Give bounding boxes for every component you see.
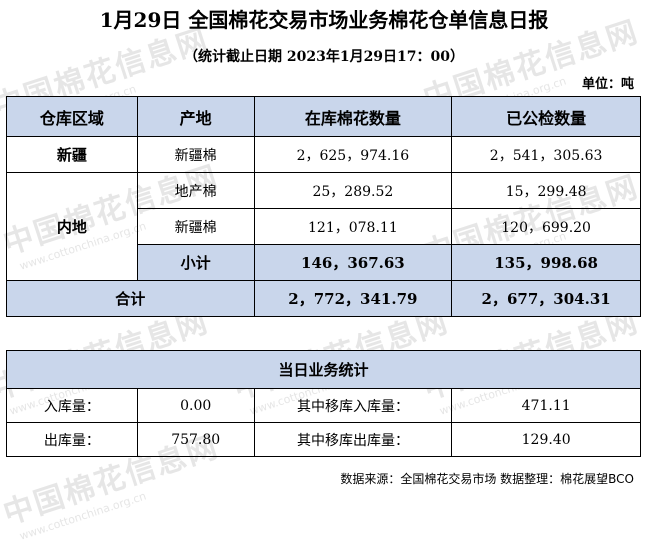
total-stock: 2，772，341.79 bbox=[253, 280, 453, 317]
unit-label: 单位：吨 bbox=[581, 77, 634, 92]
daily-stats-header: 当日业务统计 bbox=[6, 350, 641, 389]
table-row: 出库量： 757.80 其中移库出库量： 129.40 bbox=[6, 422, 641, 457]
transfer-out-value: 129.40 bbox=[451, 422, 641, 457]
total-inspected: 2，677，304.31 bbox=[451, 280, 641, 317]
stock-cell: 25，289.52 bbox=[253, 172, 453, 209]
header-region: 仓库区域 bbox=[6, 96, 138, 137]
table-row: 入库量： 0.00 其中移库入库量： 471.11 bbox=[6, 388, 641, 423]
inbound-label: 入库量： bbox=[6, 388, 138, 423]
stock-cell: 121，078.11 bbox=[253, 208, 453, 245]
outbound-label: 出库量： bbox=[6, 422, 138, 457]
outbound-value: 757.80 bbox=[136, 422, 255, 457]
warehouse-table: 仓库区域 产地 在库棉花数量 已公检数量 新疆 新疆棉 2，625，974.16… bbox=[6, 96, 641, 317]
table-row: 新疆棉 121，078.11 120，699.20 bbox=[7, 208, 641, 245]
total-label: 合计 bbox=[6, 280, 255, 317]
region-inland: 内地 bbox=[6, 172, 138, 281]
subtotal-stock: 146，367.63 bbox=[253, 244, 453, 281]
header-inspected: 已公检数量 bbox=[451, 96, 641, 137]
table-row: 内地 地产棉 25，289.52 15，299.48 bbox=[6, 172, 641, 281]
total-row: 合计 2，772，341.79 2，677，304.31 bbox=[6, 280, 641, 317]
subtotal-row: 小计 146，367.63 135，998.68 bbox=[7, 244, 641, 281]
transfer-out-label: 其中移库出库量： bbox=[253, 422, 453, 457]
data-source-footer: 数据来源：全国棉花交易市场 数据整理：棉花展望BCO bbox=[340, 472, 634, 486]
origin-cell: 新疆棉 bbox=[136, 208, 255, 245]
report-title: 1月29日 全国棉花交易市场业务棉花仓单信息日报 bbox=[99, 8, 549, 32]
inspected-cell: 15，299.48 bbox=[451, 172, 641, 209]
inbound-value: 0.00 bbox=[136, 388, 255, 423]
inspected-cell: 120，699.20 bbox=[451, 208, 641, 245]
inspected-cell: 2，541，305.63 bbox=[451, 136, 641, 173]
transfer-in-value: 471.11 bbox=[451, 388, 641, 423]
transfer-in-label: 其中移库入库量： bbox=[253, 388, 453, 423]
daily-header-row: 当日业务统计 bbox=[6, 350, 641, 389]
subtotal-label: 小计 bbox=[136, 244, 255, 281]
origin-cell: 新疆棉 bbox=[136, 136, 255, 173]
table-row: 新疆 新疆棉 2，625，974.16 2，541，305.63 bbox=[6, 136, 641, 173]
header-origin: 产地 bbox=[136, 96, 255, 137]
origin-cell: 地产棉 bbox=[136, 172, 255, 209]
header-stock: 在库棉花数量 bbox=[253, 96, 453, 137]
daily-stats-table: 当日业务统计 入库量： 0.00 其中移库入库量： 471.11 出库量： 75… bbox=[6, 350, 641, 457]
stock-cell: 2，625，974.16 bbox=[253, 136, 453, 173]
subtotal-inspected: 135，998.68 bbox=[451, 244, 641, 281]
table-header-row: 仓库区域 产地 在库棉花数量 已公检数量 bbox=[6, 96, 641, 137]
region-xinjiang: 新疆 bbox=[6, 136, 138, 173]
report-subtitle: （统计截止日期 2023年1月29日17：00） bbox=[183, 49, 465, 65]
